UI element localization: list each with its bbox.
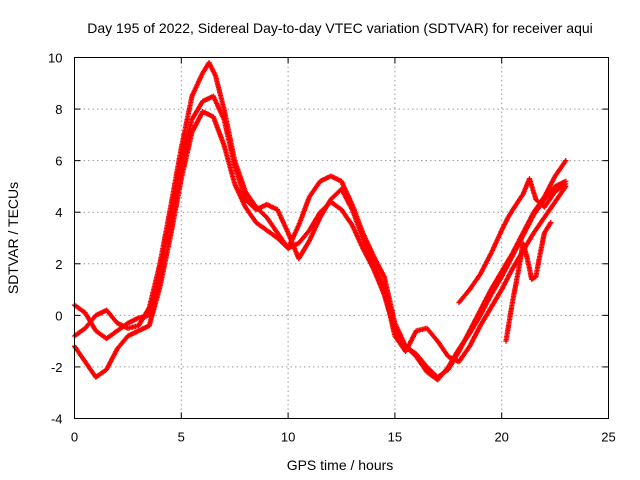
series-trail-path [457, 177, 568, 304]
series-track-5 [503, 219, 554, 344]
tick-labels: 0 5 10 15 20 25 -4 -2 0 2 4 6 8 10 [48, 51, 616, 445]
axis-ticks [74, 57, 609, 419]
y-tick-label: 4 [55, 205, 62, 220]
x-tick-label: 15 [388, 430, 402, 445]
series-trail-track-3 [72, 109, 567, 382]
y-tick-label: -4 [51, 412, 63, 427]
x-tick-label: 5 [178, 430, 185, 445]
x-tick-label: 10 [281, 430, 295, 445]
series-track-4 [456, 176, 569, 306]
series-trail-path [72, 109, 567, 382]
y-axis-title: SDTVAR / TECUs [5, 182, 21, 294]
y-tick-label: -2 [51, 360, 63, 375]
y-tick-label: 2 [55, 257, 62, 272]
data-series [71, 60, 569, 383]
series-trail-track-5 [503, 221, 553, 343]
x-axis-title: GPS time / hours [287, 457, 394, 473]
series-track-2 [71, 93, 569, 365]
y-tick-label: 0 [55, 308, 62, 323]
x-tick-label: 25 [601, 430, 615, 445]
plot-frame [74, 57, 609, 419]
chart-title: Day 195 of 2022, Sidereal Day-to-day VTE… [87, 20, 593, 36]
x-tick-label: 0 [71, 430, 78, 445]
series-trail-track-4 [457, 177, 568, 304]
series-trail-path [503, 221, 553, 343]
series-trail-track-2 [73, 94, 568, 364]
y-tick-label: 8 [55, 102, 62, 117]
series-trail-path [73, 94, 568, 364]
y-tick-label: 6 [55, 154, 62, 169]
x-tick-label: 20 [494, 430, 508, 445]
y-tick-label: 10 [48, 51, 62, 66]
